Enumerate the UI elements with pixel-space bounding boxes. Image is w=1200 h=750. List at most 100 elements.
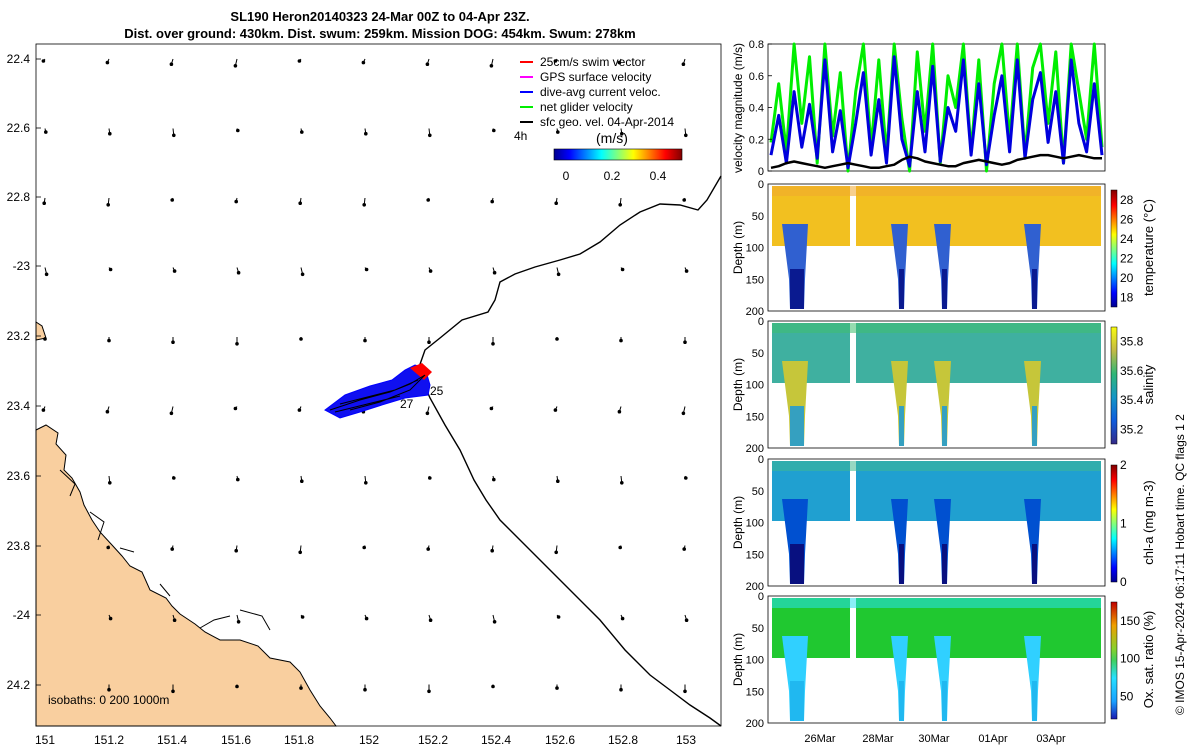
lon-tick-7: 152.4 xyxy=(481,733,511,747)
section-panel-2: 0 50 100 150 200 Depth (m) 0 1 2 chl-a (mg m-3) xyxy=(731,454,1156,593)
geo-arrow-head-52 xyxy=(555,337,559,341)
section-colorbar-2 xyxy=(1110,464,1118,583)
velocity-ytick-4: 0.8 xyxy=(749,39,764,51)
section-cbar-tick-0-3: 24 xyxy=(1120,232,1134,246)
section-dip-deep-0-0 xyxy=(790,269,804,309)
swim-vector-cluster xyxy=(410,363,432,380)
section-ytick-3-0: 0 xyxy=(758,591,764,603)
legend-label-1: GPS surface velocity xyxy=(540,70,651,84)
legend-label-0: 25cm/s swim vector xyxy=(540,55,645,69)
section-dip-deep-2-2 xyxy=(942,544,947,584)
section-cbar-tick-2-2: 2 xyxy=(1120,458,1127,472)
section-ytick-1-0: 0 xyxy=(758,316,764,328)
figure-title-line2: Dist. over ground: 430km. Dist. swum: 25… xyxy=(124,26,636,41)
section-ytick-2-3: 150 xyxy=(746,549,764,561)
geo-arrow-head-45 xyxy=(107,338,111,343)
section-cbar-tick-1-0: 35.2 xyxy=(1120,422,1144,436)
geo-arrow-head-10 xyxy=(681,62,686,66)
geo-arrow-head-91 xyxy=(428,618,433,623)
section-ytick-2-2: 100 xyxy=(746,518,764,530)
geo-arrow-head-3 xyxy=(233,64,238,68)
geo-arrow-head-81 xyxy=(426,547,431,551)
geo-arrow-head-64 xyxy=(617,409,622,414)
geo-arrow-head-84 xyxy=(618,545,623,550)
lon-tick-9: 152.8 xyxy=(608,733,638,747)
section-cbar-tick-0-0: 18 xyxy=(1120,290,1134,304)
lat-tick-1: 22.6 xyxy=(7,121,31,135)
credit-text: © IMOS 15-Apr-2024 06:17:11 Hobart time.… xyxy=(1173,414,1187,715)
section-panel-0: 0 50 100 150 200 Depth (m) 18 20 22 24 26 28 tempera… xyxy=(731,179,1156,318)
section-cbar-tick-1-2: 35.6 xyxy=(1120,364,1144,378)
section-dip-deep-2-3 xyxy=(1032,544,1037,584)
colorbar-tick-1: 0.2 xyxy=(604,169,621,183)
geo-arrow-head-39 xyxy=(428,269,433,273)
geo-arrow-head-21 xyxy=(684,133,688,138)
geo-arrow-head-48 xyxy=(299,337,303,341)
isobath-1000m xyxy=(417,175,722,727)
geo-arrow-head-57 xyxy=(169,411,174,416)
section-ytick-1-1: 50 xyxy=(752,348,764,360)
lon-tick-8: 152.6 xyxy=(545,733,575,747)
map-lon-ticks: 151 151.2 151.4 151.6 151.8 152 152.2 152.4 152.… xyxy=(35,733,696,747)
geo-arrow-head-15 xyxy=(300,130,304,134)
section-ylabel-2: Depth (m) xyxy=(731,496,745,549)
geo-arrow-head-51 xyxy=(491,342,495,346)
geo-arrow-head-29 xyxy=(490,199,495,204)
geo-arrow-head-93 xyxy=(556,615,561,619)
lat-tick-2: 22.8 xyxy=(7,190,31,204)
section-ytick-3-1: 50 xyxy=(752,623,764,635)
section-ytick-2-4: 200 xyxy=(746,581,764,593)
section-ytick-0-2: 100 xyxy=(746,243,764,255)
geo-arrow-head-13 xyxy=(172,133,176,138)
geo-arrow-head-25 xyxy=(234,199,238,204)
section-cbar-label-1: salinity xyxy=(1141,364,1156,404)
section-xtick-0: 26Mar xyxy=(804,733,836,745)
geo-arrow-head-17 xyxy=(428,133,432,138)
geo-arrow-head-102 xyxy=(491,684,495,689)
geo-arrow-head-47 xyxy=(235,342,239,346)
geo-arrow-head-32 xyxy=(682,198,687,202)
section-ytick-3-2: 100 xyxy=(746,655,764,667)
geo-arrow-head-11 xyxy=(44,130,48,134)
geo-arrow-head-26 xyxy=(298,201,303,205)
geo-arrow-head-55 xyxy=(41,408,46,412)
section-surface-2 xyxy=(772,461,1101,471)
velocity-series-1 xyxy=(769,55,1104,170)
section-ytick-0-0: 0 xyxy=(758,179,764,191)
section-cbar-tick-3-0: 50 xyxy=(1120,689,1134,703)
section-dip-deep-1-0 xyxy=(790,406,804,446)
figure-title-line1: SL190 Heron20140323 24-Mar 00Z to 04-Apr… xyxy=(230,9,530,24)
colorbar-tick-2: 0.4 xyxy=(650,169,667,183)
colorbar-unit: (m/s) xyxy=(596,130,628,146)
section-dip-deep-0-1 xyxy=(899,269,904,309)
section-ytick-1-4: 200 xyxy=(746,443,764,455)
section-cbar-tick-3-2: 150 xyxy=(1120,614,1140,628)
section-xtick-3: 01Apr xyxy=(978,733,1008,745)
legend-4h: 4h xyxy=(514,129,527,143)
geo-arrow-head-77 xyxy=(170,547,174,551)
geo-arrow-head-70 xyxy=(364,481,368,485)
colorbar-tick-0: 0 xyxy=(563,169,570,183)
geo-arrow-head-40 xyxy=(492,270,497,275)
geo-arrow-head-6 xyxy=(425,62,430,66)
geo-arrow-head-19 xyxy=(556,130,560,134)
day-label-25: 25 xyxy=(430,384,444,398)
geo-arrow-head-30 xyxy=(554,201,559,205)
geo-arrow-head-103 xyxy=(555,686,559,690)
map-lat-ticks: 22.4 22.6 22.8 -23 23.2 23.4 23.6 23.8 -24 24.2 xyxy=(7,52,41,692)
velocity-series-2 xyxy=(770,153,1102,170)
geo-arrow-head-68 xyxy=(236,477,240,482)
geo-arrow-head-18 xyxy=(492,128,496,133)
section-cbar-tick-1-3: 35.8 xyxy=(1120,335,1144,349)
geo-arrow-head-76 xyxy=(106,545,110,550)
geo-arrow-head-46 xyxy=(171,340,175,345)
lat-tick-3: -23 xyxy=(13,259,31,273)
geo-arrow-head-38 xyxy=(364,267,369,272)
lon-tick-6: 152.2 xyxy=(418,733,448,747)
section-cbar-label-3: Ox. sat. ratio (%) xyxy=(1141,611,1156,709)
section-colorbar-3 xyxy=(1110,601,1118,720)
lat-tick-6: 23.6 xyxy=(7,469,31,483)
